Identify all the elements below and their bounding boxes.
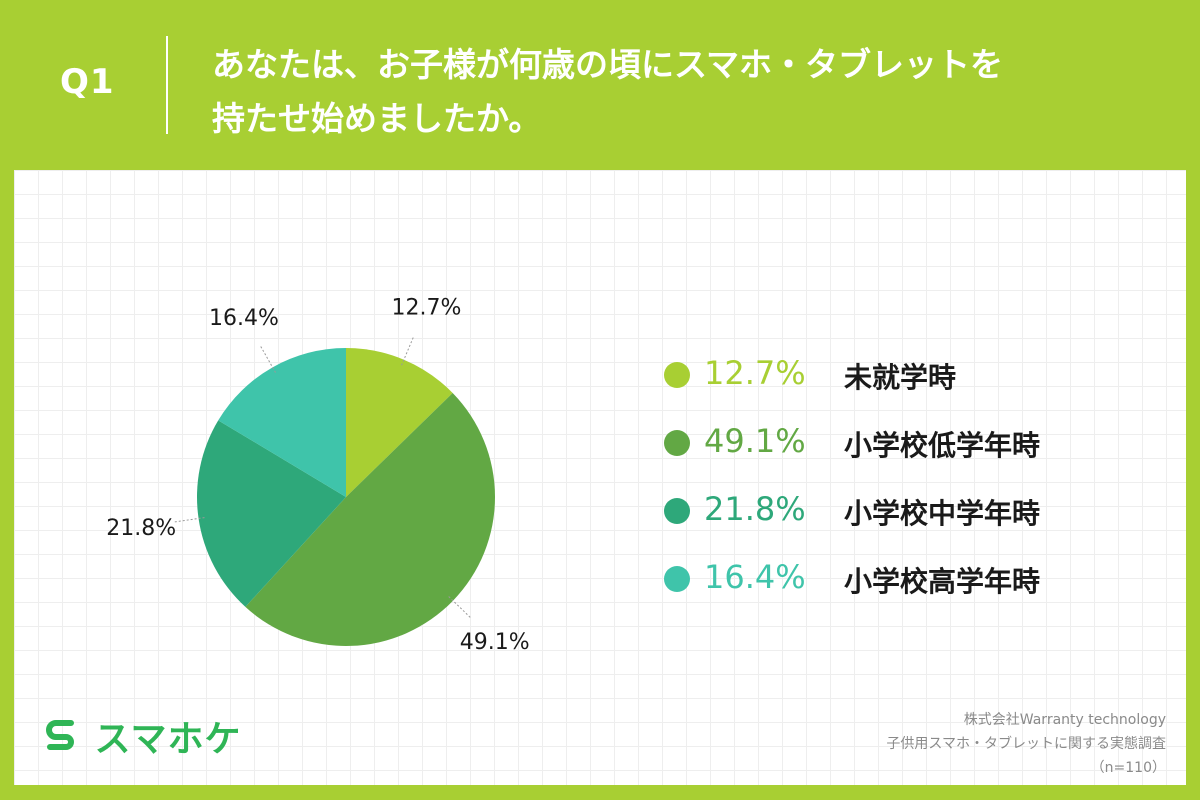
legend-value: 49.1% — [704, 422, 806, 460]
legend-item-0: 12.7% 未就学時 — [664, 350, 1144, 418]
legend-label: 小学校低学年時 — [844, 429, 1041, 462]
pie-slice — [346, 348, 453, 497]
pie-slice — [245, 392, 496, 647]
header: Q1 あなたは、お子様が何歳の頃にスマホ・タブレットを 持たせ始めましたか。 — [0, 0, 1200, 170]
slice-value-label: 49.1% — [460, 630, 530, 655]
logo-s-icon — [46, 720, 74, 750]
legend-dot — [664, 498, 690, 524]
legend-value: 16.4% — [704, 558, 806, 596]
footer-company: 株式会社Warranty technology — [963, 712, 1166, 728]
legend-dot — [664, 566, 690, 592]
chart-card: 12.7% 49.1% 21.8% 16.4% 12.7% 未就学時 49.1% 小学… — [14, 170, 1186, 785]
slice-value-label: 12.7% — [391, 295, 461, 320]
logo-text: スマホケ — [94, 719, 242, 760]
leader-line — [401, 335, 415, 366]
slice-value-label: 21.8% — [106, 516, 176, 541]
legend-dot — [664, 362, 690, 388]
legend-item-3: 16.4% 小学校高学年時 — [664, 554, 1144, 622]
question-number: Q1 — [60, 62, 115, 102]
slice-value-label: 16.4% — [209, 306, 279, 331]
footer-notes: 株式会社Warranty technology 子供用スマホ・タブレットに関する… — [746, 708, 1166, 780]
legend-value: 21.8% — [704, 490, 806, 528]
question-line-2: 持たせ始めましたか。 — [212, 99, 542, 138]
pie-slice — [196, 420, 346, 607]
pie-chart: 12.7% 49.1% 21.8% 16.4% — [106, 295, 530, 655]
leader-line — [172, 517, 205, 523]
legend-dot — [664, 430, 690, 456]
question-text: あなたは、お子様が何歳の頃にスマホ・タブレットを 持たせ始めましたか。 — [212, 38, 1172, 146]
leader-line — [259, 344, 276, 373]
footer-sample: （n=110） — [1090, 760, 1166, 776]
header-divider — [166, 36, 168, 134]
legend-label: 未就学時 — [844, 361, 957, 394]
legend-item-2: 21.8% 小学校中学年時 — [664, 486, 1144, 554]
legend-value: 12.7% — [704, 354, 806, 392]
legend-label: 小学校高学年時 — [844, 565, 1041, 598]
leader-line — [448, 596, 473, 620]
question-line-1: あなたは、お子様が何歳の頃にスマホ・タブレットを — [212, 45, 1004, 84]
legend-label: 小学校中学年時 — [844, 497, 1041, 530]
legend: 12.7% 未就学時 49.1% 小学校低学年時 21.8% 小学校中学年時 1… — [664, 350, 1144, 622]
footer-survey: 子供用スマホ・タブレットに関する実態調査 — [886, 736, 1166, 752]
pie-slice — [218, 348, 346, 497]
brand-logo: スマホケ — [44, 710, 241, 760]
legend-item-1: 49.1% 小学校低学年時 — [664, 418, 1144, 486]
